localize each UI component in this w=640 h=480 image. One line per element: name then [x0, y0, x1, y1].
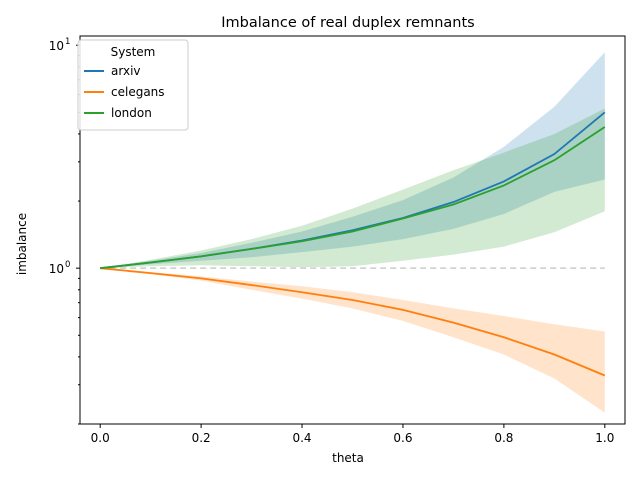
band-arxiv — [100, 52, 605, 269]
x-axis-label: theta — [332, 451, 364, 465]
band-london — [100, 108, 605, 269]
y-axis-label: imbalance — [15, 213, 29, 275]
line-london — [100, 126, 606, 270]
band-celegans — [100, 268, 605, 413]
legend-label-celegans: celegans — [111, 85, 165, 99]
x-tick-label: 1.0 — [595, 431, 614, 445]
series-lines — [100, 111, 606, 377]
x-tick-label: 0.0 — [91, 431, 110, 445]
x-tick-label: 0.2 — [192, 431, 211, 445]
chart-title: Imbalance of real duplex remnants — [221, 15, 474, 31]
legend-items: arxiv celegans london — [84, 64, 165, 120]
line-celegans — [100, 267, 606, 377]
plot-frame — [79, 35, 626, 425]
x-tick-label: 0.6 — [393, 431, 412, 445]
x-axis-ticks: 0.0 0.2 0.4 0.6 0.8 1.0 — [91, 424, 614, 445]
confidence-bands — [100, 52, 605, 413]
legend-label-arxiv: arxiv — [111, 64, 141, 78]
legend-box — [77, 39, 189, 131]
y-tick-label-exponent: 0 — [65, 260, 70, 270]
x-tick-label: 0.4 — [292, 431, 311, 445]
y-tick-label: 10 — [49, 39, 64, 53]
y-tick-label: 10 — [49, 262, 64, 276]
legend: System arxiv celegans london — [77, 39, 189, 131]
x-tick-label: 0.8 — [494, 431, 513, 445]
y-tick-label-exponent: 1 — [65, 37, 70, 47]
legend-title: System — [111, 45, 156, 59]
legend-label-london: london — [111, 106, 152, 120]
